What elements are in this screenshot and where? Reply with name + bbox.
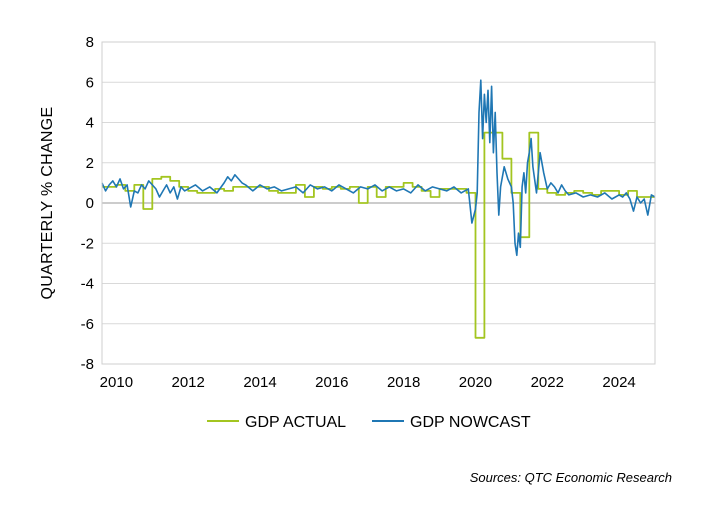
y-tick-label: -8 [81,356,94,373]
legend-label-gdp-nowcast: GDP NOWCAST [410,414,531,431]
plot-frame [101,41,656,365]
y-axis-label: QUARTERLY % CHANGE [39,106,56,299]
x-tick-labels: 2010 2012 2014 2016 2018 2020 2022 2024 [100,374,636,391]
y-tick-label: -6 [81,316,94,333]
series-line-gdp-actual [102,131,655,339]
y-tick-label: -2 [81,235,94,252]
y-tick-label: -4 [81,276,94,293]
series-lines [101,79,656,339]
legend-label-gdp-actual: GDP ACTUAL [245,414,346,431]
y-tick-label: 6 [86,74,94,91]
x-tick-label: 2018 [387,374,420,391]
y-tick-labels: 8 6 4 2 0 -2 -4 -6 -8 [81,34,94,373]
x-tick-label: 2016 [315,374,348,391]
y-tick-label: 0 [86,195,94,212]
y-tick-label: 4 [86,115,94,132]
x-tick-label: 2012 [171,374,204,391]
y-tick-label: 8 [86,34,94,51]
x-tick-label: 2010 [100,374,133,391]
legend: GDP ACTUAL GDP NOWCAST [207,414,531,431]
x-tick-label: 2024 [602,374,635,391]
x-tick-label: 2020 [459,374,492,391]
x-tick-label: 2022 [531,374,564,391]
series-line-gdp-nowcast [101,79,656,257]
source-note: Sources: QTC Economic Research [469,470,672,485]
x-tick-label: 2014 [243,374,276,391]
y-tick-label: 2 [86,155,94,172]
gridlines [102,41,655,365]
